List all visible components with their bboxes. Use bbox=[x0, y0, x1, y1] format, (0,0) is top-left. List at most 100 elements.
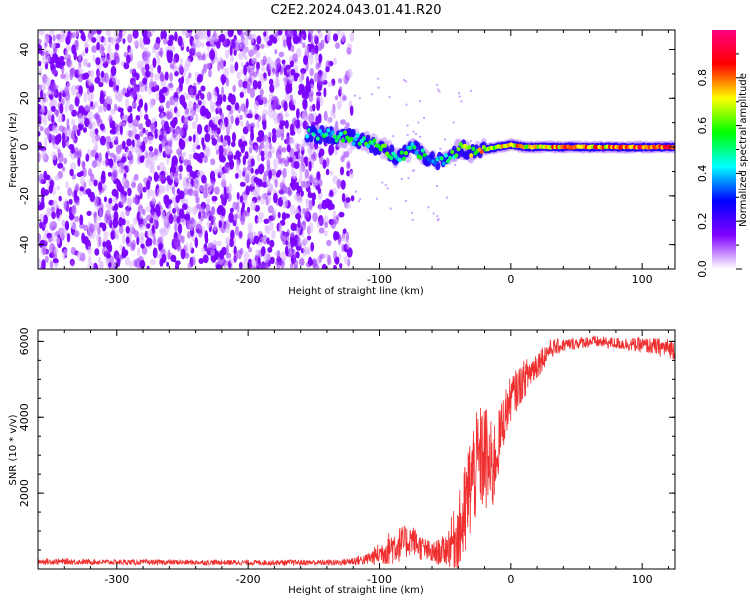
noise-dot bbox=[43, 170, 48, 180]
noise-dot bbox=[146, 229, 153, 238]
noise-dot bbox=[75, 39, 79, 51]
noise-dot bbox=[80, 176, 85, 187]
noise-dot bbox=[206, 91, 212, 101]
noise-dot bbox=[219, 33, 226, 43]
noise-dot bbox=[279, 229, 283, 241]
noise-dot bbox=[78, 85, 83, 96]
noise-dot bbox=[156, 209, 161, 218]
noise-dot bbox=[112, 169, 118, 179]
noise-dot bbox=[308, 113, 314, 124]
colorbar-tick-label: 0.6 bbox=[696, 117, 709, 135]
noise-dot bbox=[133, 173, 139, 181]
noise-dot bbox=[245, 171, 252, 177]
noise-dot bbox=[38, 60, 42, 67]
noise-dot bbox=[183, 159, 189, 166]
noise-dot bbox=[218, 151, 224, 163]
noise-dot bbox=[349, 31, 355, 43]
noise-dot bbox=[206, 220, 212, 229]
noise-dot bbox=[210, 158, 216, 166]
noise-dot bbox=[239, 181, 246, 187]
ridge-peak bbox=[441, 161, 446, 166]
noise-dot bbox=[277, 157, 282, 165]
noise-dot bbox=[358, 200, 361, 203]
ridge-peak bbox=[330, 130, 335, 135]
noise-dot bbox=[178, 208, 185, 219]
noise-dot bbox=[118, 224, 124, 235]
ridge-peak bbox=[448, 155, 453, 161]
noise-dot bbox=[436, 185, 438, 188]
noise-dot bbox=[40, 200, 45, 210]
noise-dot bbox=[222, 138, 228, 148]
noise-dot bbox=[169, 72, 174, 82]
noise-dot bbox=[119, 244, 123, 251]
noise-dot bbox=[268, 169, 273, 180]
noise-dot bbox=[411, 211, 413, 214]
noise-dot bbox=[127, 160, 131, 172]
noise-dot bbox=[96, 30, 102, 35]
noise-dot bbox=[162, 38, 168, 45]
noise-dot bbox=[40, 246, 46, 256]
noise-dot bbox=[51, 206, 55, 212]
noise-dot bbox=[178, 172, 183, 181]
noise-dot bbox=[330, 109, 335, 117]
noise-dot bbox=[267, 205, 274, 214]
noise-dot bbox=[240, 69, 245, 75]
noise-dot bbox=[254, 235, 260, 245]
noise-dot bbox=[287, 84, 293, 94]
noise-dot bbox=[169, 171, 173, 180]
noise-dot bbox=[188, 153, 193, 160]
noise-dot bbox=[138, 37, 143, 48]
colorbar-gradient bbox=[712, 30, 736, 269]
noise-dot bbox=[346, 160, 351, 169]
noise-dot bbox=[185, 76, 190, 85]
noise-dot bbox=[173, 172, 180, 183]
noise-dot bbox=[38, 30, 45, 36]
noise-dot bbox=[299, 74, 303, 82]
noise-dot bbox=[334, 231, 340, 240]
noise-dot bbox=[107, 95, 113, 105]
snr-line bbox=[38, 334, 675, 568]
y-tick-label: 4000 bbox=[18, 403, 31, 431]
noise-dot bbox=[318, 227, 325, 234]
noise-dot bbox=[199, 205, 205, 214]
noise-dot bbox=[376, 77, 379, 80]
noise-dot bbox=[229, 157, 233, 167]
noise-dot bbox=[88, 255, 92, 265]
noise-dot bbox=[98, 181, 103, 193]
noise-dot bbox=[273, 158, 278, 170]
noise-dot bbox=[458, 92, 461, 95]
noise-dot bbox=[163, 120, 169, 130]
noise-dot bbox=[230, 229, 235, 240]
noise-dot bbox=[201, 247, 206, 253]
noise-dot bbox=[111, 75, 117, 83]
noise-dot bbox=[290, 222, 297, 232]
noise-dot bbox=[145, 118, 152, 128]
noise-dot bbox=[146, 265, 150, 269]
noise-dot bbox=[117, 95, 123, 103]
noise-dot bbox=[61, 219, 66, 227]
noise-dot bbox=[127, 197, 131, 209]
noise-dot bbox=[303, 237, 309, 246]
noise-dot bbox=[98, 222, 105, 228]
noise-dot bbox=[243, 64, 248, 76]
colorbar-ticks: 0.0 0.2 0.4 0.6 0.8 bbox=[696, 53, 742, 278]
noise-dot bbox=[185, 57, 191, 68]
noise-dot bbox=[276, 263, 280, 269]
noise-dot bbox=[289, 138, 295, 145]
noise-dot bbox=[180, 248, 186, 260]
noise-dot bbox=[271, 230, 276, 240]
noise-dot bbox=[69, 32, 73, 40]
noise-dot bbox=[305, 83, 311, 94]
noise-dot bbox=[281, 195, 286, 201]
ridge-peak bbox=[412, 145, 417, 150]
noise-dot bbox=[70, 260, 75, 267]
noise-dot bbox=[226, 104, 232, 111]
noise-dot bbox=[238, 169, 242, 178]
noise-dot bbox=[144, 63, 150, 72]
noise-dot bbox=[221, 86, 225, 97]
noise-dot bbox=[343, 256, 350, 264]
noise-dot bbox=[291, 53, 298, 63]
noise-dot bbox=[274, 48, 278, 55]
noise-dot bbox=[318, 151, 322, 159]
noise-dot bbox=[259, 43, 265, 49]
